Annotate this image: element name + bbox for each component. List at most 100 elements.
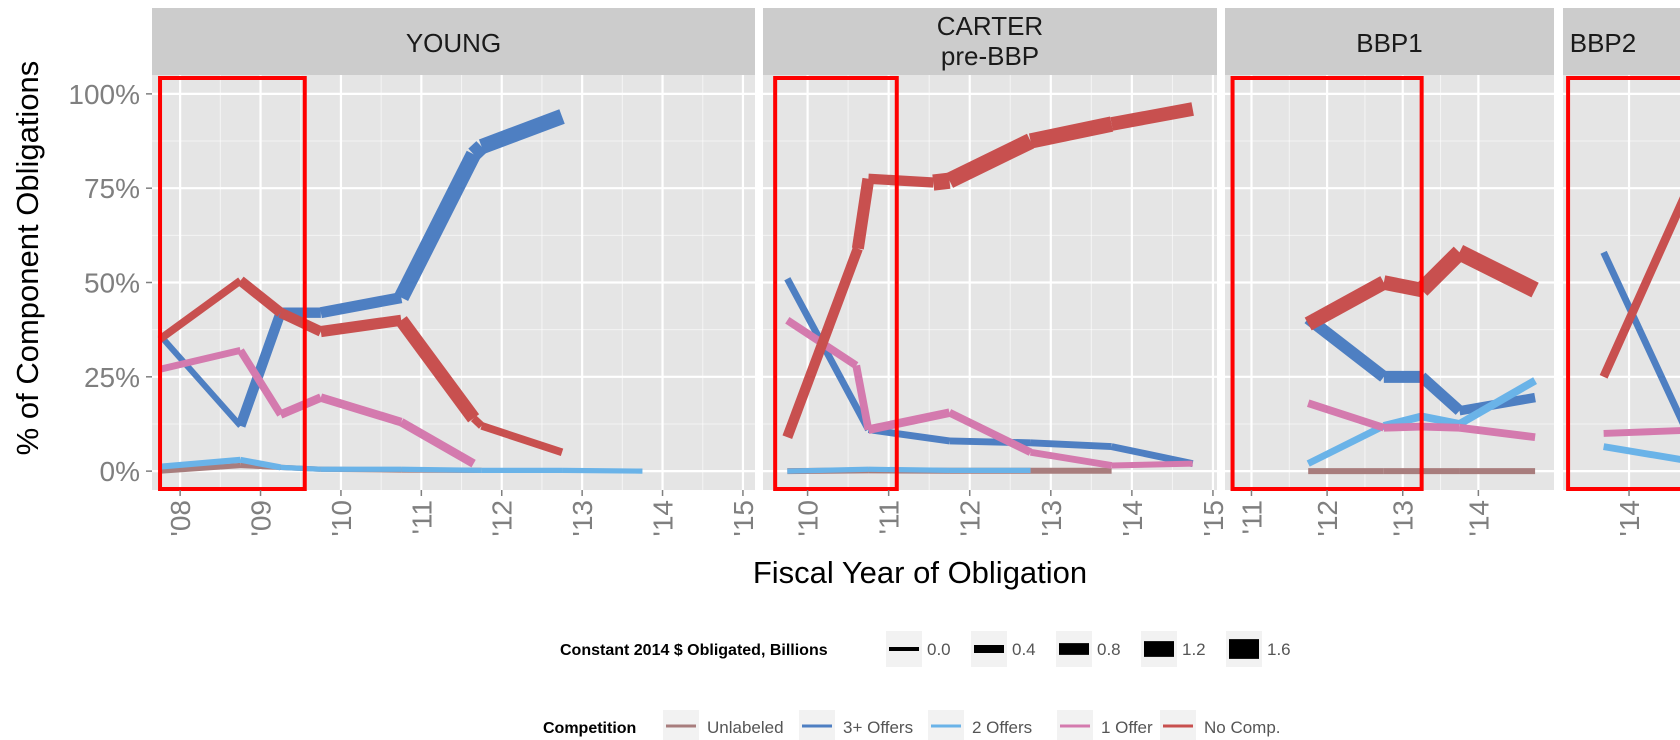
series-2-offers — [1306, 377, 1538, 467]
y-tick-label: 0% — [100, 456, 140, 487]
highlight-box — [158, 76, 307, 491]
series-segment — [1110, 102, 1194, 131]
series-segment — [278, 393, 323, 419]
series-3-offers — [157, 109, 565, 428]
size-legend-title: Constant 2014 $ Obligated, Billions — [560, 642, 828, 659]
series-segment — [868, 466, 950, 473]
series-no-comp — [157, 276, 564, 456]
x-tick-label: '12 — [1312, 500, 1343, 537]
series-segment — [159, 456, 241, 470]
series-segment — [1028, 116, 1114, 149]
series-1-offer — [1307, 399, 1536, 442]
series-segment — [401, 466, 482, 473]
series-segment — [1455, 245, 1539, 298]
series-no-comp — [1304, 245, 1539, 331]
y-axis-title: % of Component Obligations — [10, 61, 45, 456]
panel-strip — [1563, 8, 1680, 75]
series-segment — [1599, 196, 1680, 379]
series-segment — [1417, 372, 1464, 415]
panel-title: CARTER — [937, 11, 1043, 41]
series-1-offer — [1603, 427, 1680, 437]
highlight-box — [1566, 76, 1680, 491]
size-legend-label: 0.0 — [927, 640, 951, 659]
series-segment — [399, 418, 476, 468]
panel-title: YOUNG — [406, 28, 501, 58]
series-segment — [395, 316, 480, 423]
highlight-box — [773, 76, 899, 491]
series-segment — [480, 422, 564, 456]
y-tick-label: 25% — [84, 362, 140, 393]
highlight-box — [1230, 76, 1424, 491]
color-legend-title: Competition — [543, 720, 636, 737]
color-legend-label: 2 Offers — [972, 718, 1032, 737]
series-segment — [319, 292, 403, 319]
x-tick-label: '13 — [1036, 500, 1067, 537]
series-segment — [1307, 399, 1386, 432]
series-2-offers — [159, 456, 643, 474]
series-segment — [867, 426, 950, 445]
panel-strip — [152, 8, 755, 75]
facet-panels: YOUNG'08'09'10'11'12'13'14'15 CARTERpre-B… — [152, 8, 1680, 537]
x-tick-label: '14 — [1117, 500, 1148, 537]
series-segment — [1421, 422, 1460, 432]
series-segment — [157, 333, 243, 428]
series-segment — [562, 467, 643, 474]
series-2-offers — [1603, 443, 1680, 463]
series-segment — [1304, 276, 1388, 331]
series-segment — [278, 308, 324, 337]
series-segment — [1304, 313, 1388, 382]
series-segment — [237, 348, 284, 417]
x-tick-label: '12 — [955, 500, 986, 537]
series-segment — [1306, 422, 1386, 467]
series-1-offer — [159, 347, 476, 468]
x-tick-label: '14 — [648, 500, 679, 537]
y-tick-label: 50% — [84, 268, 140, 299]
series-segment — [235, 310, 286, 428]
y-tick-label: 100% — [68, 79, 140, 110]
series-segment — [1603, 443, 1680, 463]
series-segment — [478, 109, 565, 154]
series-segment — [787, 466, 869, 474]
y-tick-label: 75% — [84, 173, 140, 204]
series-1-offer — [785, 316, 1193, 469]
series-segment — [239, 456, 282, 471]
color-legend: Competition Unlabeled 3+ Offers 2 Offers 1 … — [543, 710, 1281, 740]
series-segment — [932, 172, 951, 191]
series-segment — [470, 415, 485, 429]
series-segment — [784, 277, 872, 432]
series-no-comp — [1599, 196, 1680, 379]
x-tick-label: '10 — [793, 500, 824, 537]
series-segment — [394, 150, 481, 302]
series-segment — [1457, 377, 1538, 428]
size-legend: Constant 2014 $ Obligated, Billions 0.0 0… — [560, 631, 1291, 667]
x-tick-label: '09 — [246, 500, 277, 537]
panel-title: BBP2 — [1570, 28, 1637, 58]
series-segment — [945, 133, 1035, 188]
series-segment — [157, 277, 243, 343]
panel-title: pre-BBP — [941, 41, 1039, 71]
x-tick-label: '11 — [406, 500, 437, 534]
color-legend-label: No Comp. — [1204, 718, 1281, 737]
series-2-offers — [787, 466, 1031, 474]
series-3-offers — [1600, 250, 1680, 425]
series-segment — [1420, 412, 1461, 428]
panel-bbp2: BBP2 '14 — [1563, 8, 1680, 537]
panel-bbp1: BBP1 '11 '12 '13 '14 — [1225, 8, 1554, 537]
series-segment — [1383, 422, 1422, 432]
series-segment — [947, 409, 1033, 456]
series-segment — [280, 464, 321, 472]
color-legend-label: 1 Offer — [1101, 718, 1153, 737]
x-tick-label: '11 — [874, 500, 905, 534]
series-segment — [159, 347, 242, 373]
series-segment — [1029, 448, 1113, 469]
series-segment — [1415, 246, 1466, 296]
panel-young: YOUNG '08 '09 '10 '11 '12 '13 '14 '15 — [152, 8, 759, 537]
series-segment — [1030, 439, 1112, 451]
panel-series — [782, 102, 1194, 475]
series-segment — [320, 314, 403, 338]
series-segment — [851, 177, 875, 250]
size-legend-label: 0.4 — [1012, 640, 1036, 659]
panel-title: BBP1 — [1356, 28, 1423, 58]
